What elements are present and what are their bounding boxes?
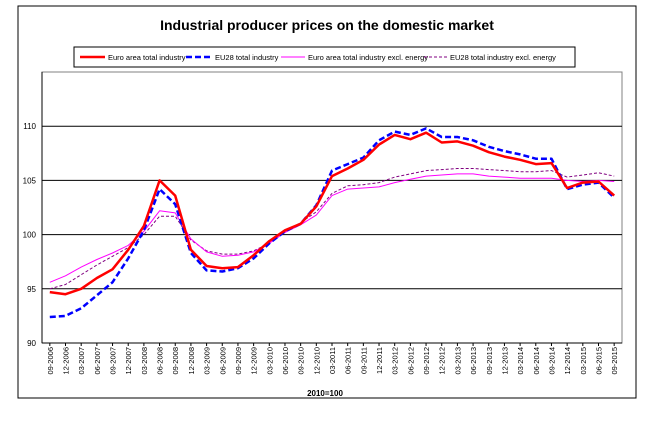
x-tick-label: 09-2015 bbox=[610, 347, 619, 375]
x-tick-label: 09-2014 bbox=[547, 347, 556, 375]
x-tick-label: 03-2008 bbox=[140, 347, 149, 375]
x-tick-label: 09-2008 bbox=[171, 347, 180, 375]
x-tick-label: 03-2011 bbox=[328, 347, 337, 374]
series-line-eu28-total-industry bbox=[49, 127, 616, 319]
legend: Euro area total industry EU28 total indu… bbox=[73, 46, 576, 68]
series-line-euro-area-total-industry-excl-energy bbox=[49, 173, 615, 283]
y-tick-label: 110 bbox=[23, 122, 36, 131]
x-tick-label: 03-2012 bbox=[391, 347, 400, 375]
x-tick-label: 06-2009 bbox=[218, 347, 227, 375]
series-line-eu28-total-industry-excl-energy bbox=[49, 168, 615, 290]
x-tick-label: 12-2008 bbox=[187, 347, 196, 375]
legend-label-euro-area-excl-energy: Euro area total industry excl. energy bbox=[308, 53, 428, 62]
x-tick-label: 06-2014 bbox=[532, 347, 541, 375]
x-tick-label: 12-2006 bbox=[62, 347, 71, 375]
x-tick-label: 06-2015 bbox=[594, 347, 603, 375]
x-tick-label: 09-2009 bbox=[234, 347, 243, 375]
y-tick-label: 105 bbox=[23, 176, 37, 185]
x-tick-label: 12-2012 bbox=[438, 347, 447, 375]
legend-box bbox=[73, 46, 576, 68]
y-tick-label: 100 bbox=[23, 231, 37, 240]
x-tick-label: 09-2007 bbox=[109, 347, 118, 375]
y-tick-label: 90 bbox=[27, 339, 36, 348]
series-line-euro-area-total-industry bbox=[49, 131, 616, 296]
plot-area: 90 95 100 105 110 09-2006 12-2006 03-2007 06-200… bbox=[23, 71, 623, 375]
x-tick-label: 03-2007 bbox=[77, 347, 86, 375]
x-tick-label: 03-2015 bbox=[579, 347, 588, 375]
x-tick-label: 09-2011 bbox=[359, 347, 368, 374]
chart-frame bbox=[17, 5, 637, 399]
x-tick-label: 12-2011 bbox=[375, 347, 384, 374]
x-tick-label: 06-2012 bbox=[406, 347, 415, 375]
x-tick-label: 12-2014 bbox=[563, 347, 572, 375]
x-tick-label: 06-2010 bbox=[281, 347, 290, 375]
chart-title: Industrial producer prices on the domest… bbox=[160, 17, 494, 33]
x-tick-label: 03-2010 bbox=[265, 347, 274, 375]
x-axis-label: 2010=100 bbox=[307, 389, 343, 398]
x-tick-label: 09-2006 bbox=[46, 347, 55, 375]
x-tick-label: 09-2013 bbox=[485, 347, 494, 375]
x-tick-label: 06-2013 bbox=[469, 347, 478, 375]
y-tick-label: 95 bbox=[27, 285, 36, 294]
x-tick-label: 09-2010 bbox=[297, 347, 306, 375]
x-tick-label: 12-2009 bbox=[250, 347, 259, 375]
x-tick-label: 03-2013 bbox=[453, 347, 462, 375]
x-tick-label: 12-2013 bbox=[500, 347, 509, 375]
x-tick-label: 09-2012 bbox=[422, 347, 431, 375]
x-tick-label: 06-2008 bbox=[156, 347, 165, 375]
x-tick-label: 03-2009 bbox=[203, 347, 212, 375]
legend-label-eu28-total: EU28 total industry bbox=[215, 53, 279, 62]
x-tick-label: 12-2010 bbox=[312, 347, 321, 375]
x-tick-label: 03-2014 bbox=[516, 347, 525, 375]
legend-label-euro-area-total: Euro area total industry bbox=[108, 53, 186, 62]
x-tick-label: 06-2011 bbox=[344, 347, 353, 374]
x-tick-label: 12-2007 bbox=[124, 347, 133, 375]
x-tick-label: 06-2007 bbox=[93, 347, 102, 375]
legend-label-eu28-excl-energy: EU28 total industry excl. energy bbox=[450, 53, 556, 62]
